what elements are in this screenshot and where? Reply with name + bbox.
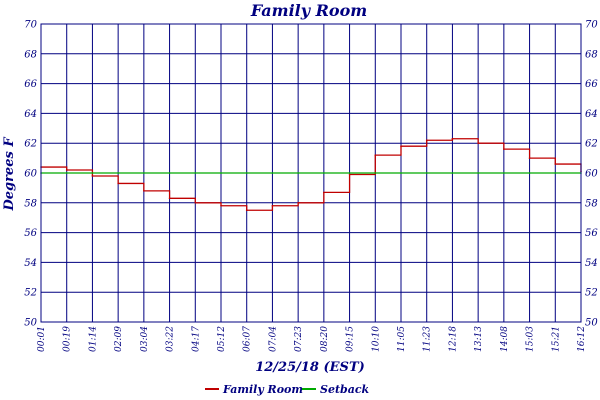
x-tick-label: 12:18 bbox=[448, 326, 458, 352]
x-tick-label: 00:19 bbox=[63, 326, 73, 352]
x-tick-label: 11:05 bbox=[397, 326, 407, 352]
x-tick-label: 07:23 bbox=[294, 326, 304, 352]
y-tick-label: 68 bbox=[585, 49, 598, 60]
series-layer bbox=[40, 137, 582, 212]
data-point bbox=[374, 172, 377, 174]
y-tick-label: 64 bbox=[585, 109, 598, 120]
x-tick-label: 01:14 bbox=[88, 326, 98, 352]
data-point bbox=[554, 172, 557, 174]
legend: Family Room Setback bbox=[205, 383, 370, 396]
data-point bbox=[451, 137, 454, 140]
legend-label: Setback bbox=[320, 383, 370, 396]
y-tick-label: 60 bbox=[24, 169, 37, 180]
data-point bbox=[400, 172, 402, 174]
x-tick-label: 16:12 bbox=[577, 326, 587, 352]
data-point bbox=[117, 182, 119, 185]
data-point bbox=[245, 209, 248, 212]
y-tick-label: 52 bbox=[24, 288, 37, 299]
y-tick-label: 56 bbox=[585, 228, 598, 239]
data-point bbox=[323, 172, 325, 174]
y-tick-label: 54 bbox=[585, 258, 598, 269]
data-point bbox=[117, 172, 119, 174]
data-point bbox=[477, 172, 479, 174]
data-point bbox=[220, 172, 222, 174]
data-point bbox=[91, 172, 94, 174]
data-point bbox=[143, 172, 145, 174]
data-point bbox=[374, 154, 377, 156]
y-tick-label: 50 bbox=[585, 318, 598, 329]
data-point bbox=[323, 191, 325, 194]
data-point bbox=[348, 172, 351, 174]
x-tick-label: 08:20 bbox=[320, 326, 330, 352]
data-point bbox=[168, 197, 171, 200]
x-tick-labels: 00:01 00:19 01:14 02:09 03:04 03:22 04:17 05:12… bbox=[37, 326, 587, 352]
x-axis-label: 12/25/18 (EST) bbox=[255, 360, 365, 375]
y-tick-label: 56 bbox=[24, 228, 37, 239]
data-point bbox=[194, 202, 197, 204]
data-point bbox=[451, 172, 454, 174]
y-tick-label: 66 bbox=[585, 79, 598, 90]
data-point bbox=[425, 139, 428, 142]
data-point bbox=[297, 202, 299, 204]
y-tick-label: 64 bbox=[24, 109, 37, 120]
y-tick-label: 54 bbox=[24, 258, 37, 269]
x-tick-label: 07:04 bbox=[268, 326, 278, 352]
series-line-0 bbox=[41, 138, 582, 211]
y-tick-labels-left: 50 52 54 56 58 60 62 64 66 68 70 bbox=[24, 20, 37, 329]
x-tick-label: 02:09 bbox=[114, 326, 124, 352]
data-point bbox=[297, 172, 299, 174]
y-tick-label: 68 bbox=[24, 49, 37, 60]
x-tick-label: 06:07 bbox=[243, 326, 253, 352]
data-point bbox=[477, 142, 479, 144]
x-tick-label: 09:15 bbox=[346, 326, 356, 352]
y-tick-label: 60 bbox=[585, 169, 598, 180]
y-tick-label: 52 bbox=[585, 288, 598, 299]
legend-label: Family Room bbox=[222, 383, 303, 396]
x-tick-label: 05:12 bbox=[217, 326, 227, 352]
y-tick-labels-right: 50 52 54 56 58 60 62 64 66 68 70 bbox=[585, 20, 598, 329]
data-point bbox=[65, 169, 68, 171]
x-tick-label: 03:04 bbox=[140, 326, 150, 352]
data-point bbox=[194, 172, 197, 174]
y-axis-label: Degrees F bbox=[2, 137, 17, 212]
data-point bbox=[528, 157, 531, 159]
x-tick-label: 10:10 bbox=[371, 326, 381, 352]
y-tick-label: 70 bbox=[24, 20, 37, 31]
x-tick-label: 15:03 bbox=[526, 326, 536, 352]
data-point bbox=[91, 175, 94, 177]
plot-frame bbox=[40, 23, 582, 323]
x-tick-label: 15:21 bbox=[551, 326, 561, 352]
x-tick-label: 13:13 bbox=[474, 326, 484, 352]
data-point bbox=[554, 163, 557, 165]
y-tick-label: 66 bbox=[24, 79, 37, 90]
data-point bbox=[528, 172, 531, 174]
data-point bbox=[503, 148, 505, 150]
x-tick-label: 11:23 bbox=[423, 326, 433, 352]
x-tick-label: 03:22 bbox=[166, 326, 176, 352]
chart-title: Family Room bbox=[250, 1, 367, 20]
data-point bbox=[503, 172, 505, 174]
y-tick-label: 62 bbox=[24, 139, 37, 150]
data-point bbox=[143, 190, 145, 192]
data-point bbox=[220, 204, 222, 207]
x-tick-label: 00:01 bbox=[37, 326, 47, 352]
data-point bbox=[348, 173, 351, 176]
y-tick-label: 50 bbox=[24, 318, 37, 329]
y-tick-label: 58 bbox=[24, 198, 37, 209]
data-point bbox=[271, 204, 274, 207]
y-tick-label: 58 bbox=[585, 198, 598, 209]
data-point bbox=[245, 172, 248, 174]
y-tick-label: 70 bbox=[585, 20, 598, 31]
data-point bbox=[271, 172, 274, 174]
x-tick-label: 04:17 bbox=[191, 326, 201, 352]
y-tick-label: 62 bbox=[585, 139, 598, 150]
x-tick-label: 14:08 bbox=[500, 326, 510, 352]
data-point bbox=[65, 172, 68, 174]
data-point bbox=[425, 172, 428, 174]
data-point bbox=[400, 145, 402, 147]
data-point bbox=[168, 172, 171, 174]
